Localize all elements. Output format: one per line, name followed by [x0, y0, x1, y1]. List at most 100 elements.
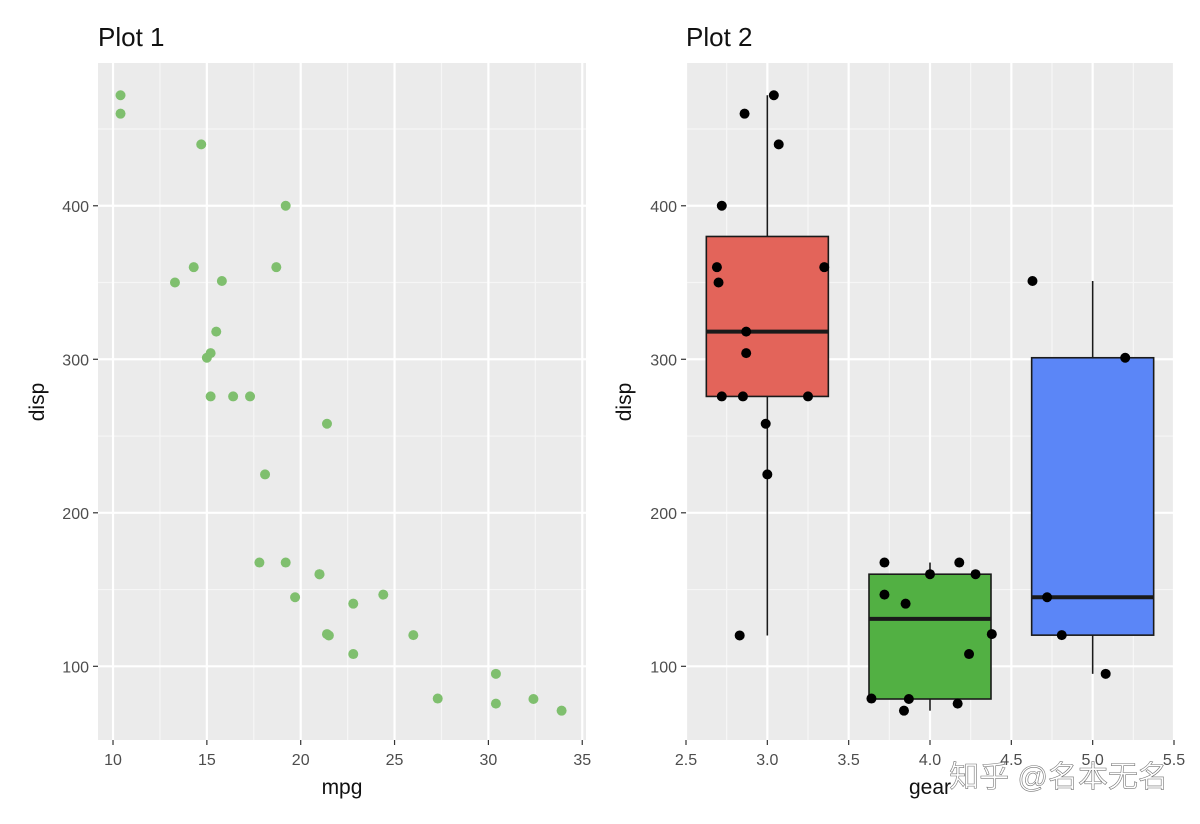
- data-point: [321, 629, 332, 640]
- plot-2-x-axis-title: gear: [909, 776, 951, 799]
- plot-2-points: [711, 90, 1131, 716]
- data-point: [903, 694, 914, 705]
- data-point: [925, 569, 935, 580]
- plot-1-points: [115, 90, 567, 716]
- watermark: 知乎 @名本无名: [949, 761, 1168, 794]
- data-point: [954, 557, 965, 568]
- plot-2-y-axis-title: disp: [613, 383, 636, 422]
- plot-1-y-axis-title: disp: [26, 383, 49, 422]
- data-point: [741, 326, 752, 337]
- data-point: [321, 418, 332, 429]
- data-point: [986, 629, 997, 640]
- data-point: [115, 90, 126, 101]
- data-point: [737, 391, 748, 402]
- data-point: [271, 262, 282, 273]
- plot-2-title: Plot 2: [686, 22, 753, 52]
- data-point: [245, 391, 256, 402]
- x-tick-label: 25: [386, 752, 404, 769]
- plot-2-y-axis: 100 200 300 400: [650, 199, 686, 676]
- plot-1: Plot 1 10 15 20 25 30 35 100 200 300 400 mpg dis…: [26, 22, 591, 799]
- plot-1-x-axis: 10 15 20 25 30 35: [104, 740, 591, 769]
- plot-2-x-axis: 2.5 3.0 3.5 4.0 4.5 5.0 5.5: [675, 740, 1185, 769]
- plot-1-y-axis: 100 200 300 400: [62, 199, 98, 676]
- data-point: [216, 275, 227, 286]
- data-point: [196, 139, 207, 150]
- x-tick-label: 3.5: [838, 752, 860, 769]
- data-point: [952, 698, 963, 709]
- y-tick-label: 100: [62, 659, 89, 676]
- data-point: [348, 598, 359, 609]
- data-point: [734, 630, 745, 641]
- data-point: [879, 589, 890, 600]
- data-point: [879, 557, 890, 568]
- y-tick-label: 400: [62, 199, 89, 216]
- data-point: [898, 705, 909, 716]
- boxplot-gear-3: [705, 95, 830, 636]
- data-point: [378, 589, 389, 600]
- data-point: [970, 569, 981, 580]
- x-tick-label: 5.0: [1082, 752, 1104, 769]
- x-tick-label: 10: [104, 752, 122, 769]
- data-point: [716, 200, 727, 211]
- data-point: [490, 668, 501, 679]
- data-point: [713, 277, 724, 288]
- plot-2: Plot 2 2.5 3.0 3.5 4.0 4.5 5.0 5.5 100 200 300 40…: [613, 22, 1185, 799]
- data-point: [201, 352, 212, 363]
- y-tick-label: 200: [650, 506, 677, 523]
- data-point: [188, 262, 199, 273]
- x-tick-label: 30: [480, 752, 498, 769]
- x-tick-label: 15: [198, 752, 216, 769]
- x-tick-label: 35: [573, 752, 591, 769]
- data-point: [280, 557, 291, 568]
- boxplot-gear-5: [1030, 280, 1155, 674]
- data-point: [490, 698, 501, 709]
- data-point: [211, 326, 222, 337]
- data-point: [1042, 592, 1053, 603]
- data-point: [280, 200, 291, 211]
- data-point: [1056, 630, 1067, 641]
- data-point: [1100, 668, 1111, 679]
- data-point: [528, 694, 539, 705]
- data-point: [741, 348, 752, 359]
- data-point: [768, 90, 779, 101]
- data-point: [314, 569, 325, 580]
- data-point: [964, 649, 975, 660]
- plot-1-title: Plot 1: [98, 22, 165, 52]
- x-tick-label: 4.0: [919, 752, 941, 769]
- x-tick-label: 20: [292, 752, 310, 769]
- data-point: [711, 262, 722, 273]
- boxplot-gear-4: [868, 562, 992, 711]
- data-point: [866, 693, 877, 704]
- data-point: [432, 693, 443, 704]
- data-point: [169, 277, 180, 288]
- y-tick-label: 400: [650, 199, 677, 216]
- box-iqr: [705, 235, 830, 398]
- data-point: [205, 391, 216, 402]
- y-tick-label: 200: [62, 506, 89, 523]
- data-point: [1120, 352, 1131, 363]
- data-point: [290, 592, 301, 603]
- plot-1-major-grid: [98, 63, 586, 740]
- data-point: [408, 630, 419, 641]
- plot-1-panel: [98, 63, 586, 740]
- plot-1-x-axis-title: mpg: [322, 776, 363, 799]
- x-tick-label: 4.5: [1000, 752, 1022, 769]
- data-point: [260, 469, 271, 480]
- x-tick-label: 5.5: [1163, 752, 1185, 769]
- x-tick-label: 2.5: [675, 752, 697, 769]
- y-tick-label: 300: [62, 352, 89, 369]
- x-tick-label: 3.0: [756, 752, 778, 769]
- data-point: [773, 139, 784, 150]
- data-point: [819, 262, 830, 273]
- data-point: [115, 108, 126, 119]
- y-tick-label: 300: [650, 352, 677, 369]
- box-iqr: [1030, 356, 1155, 636]
- data-point: [760, 418, 771, 429]
- y-tick-label: 100: [650, 659, 677, 676]
- data-point: [716, 391, 727, 402]
- data-point: [900, 598, 911, 609]
- data-point: [1027, 275, 1038, 286]
- data-point: [228, 391, 239, 402]
- data-point: [254, 557, 265, 568]
